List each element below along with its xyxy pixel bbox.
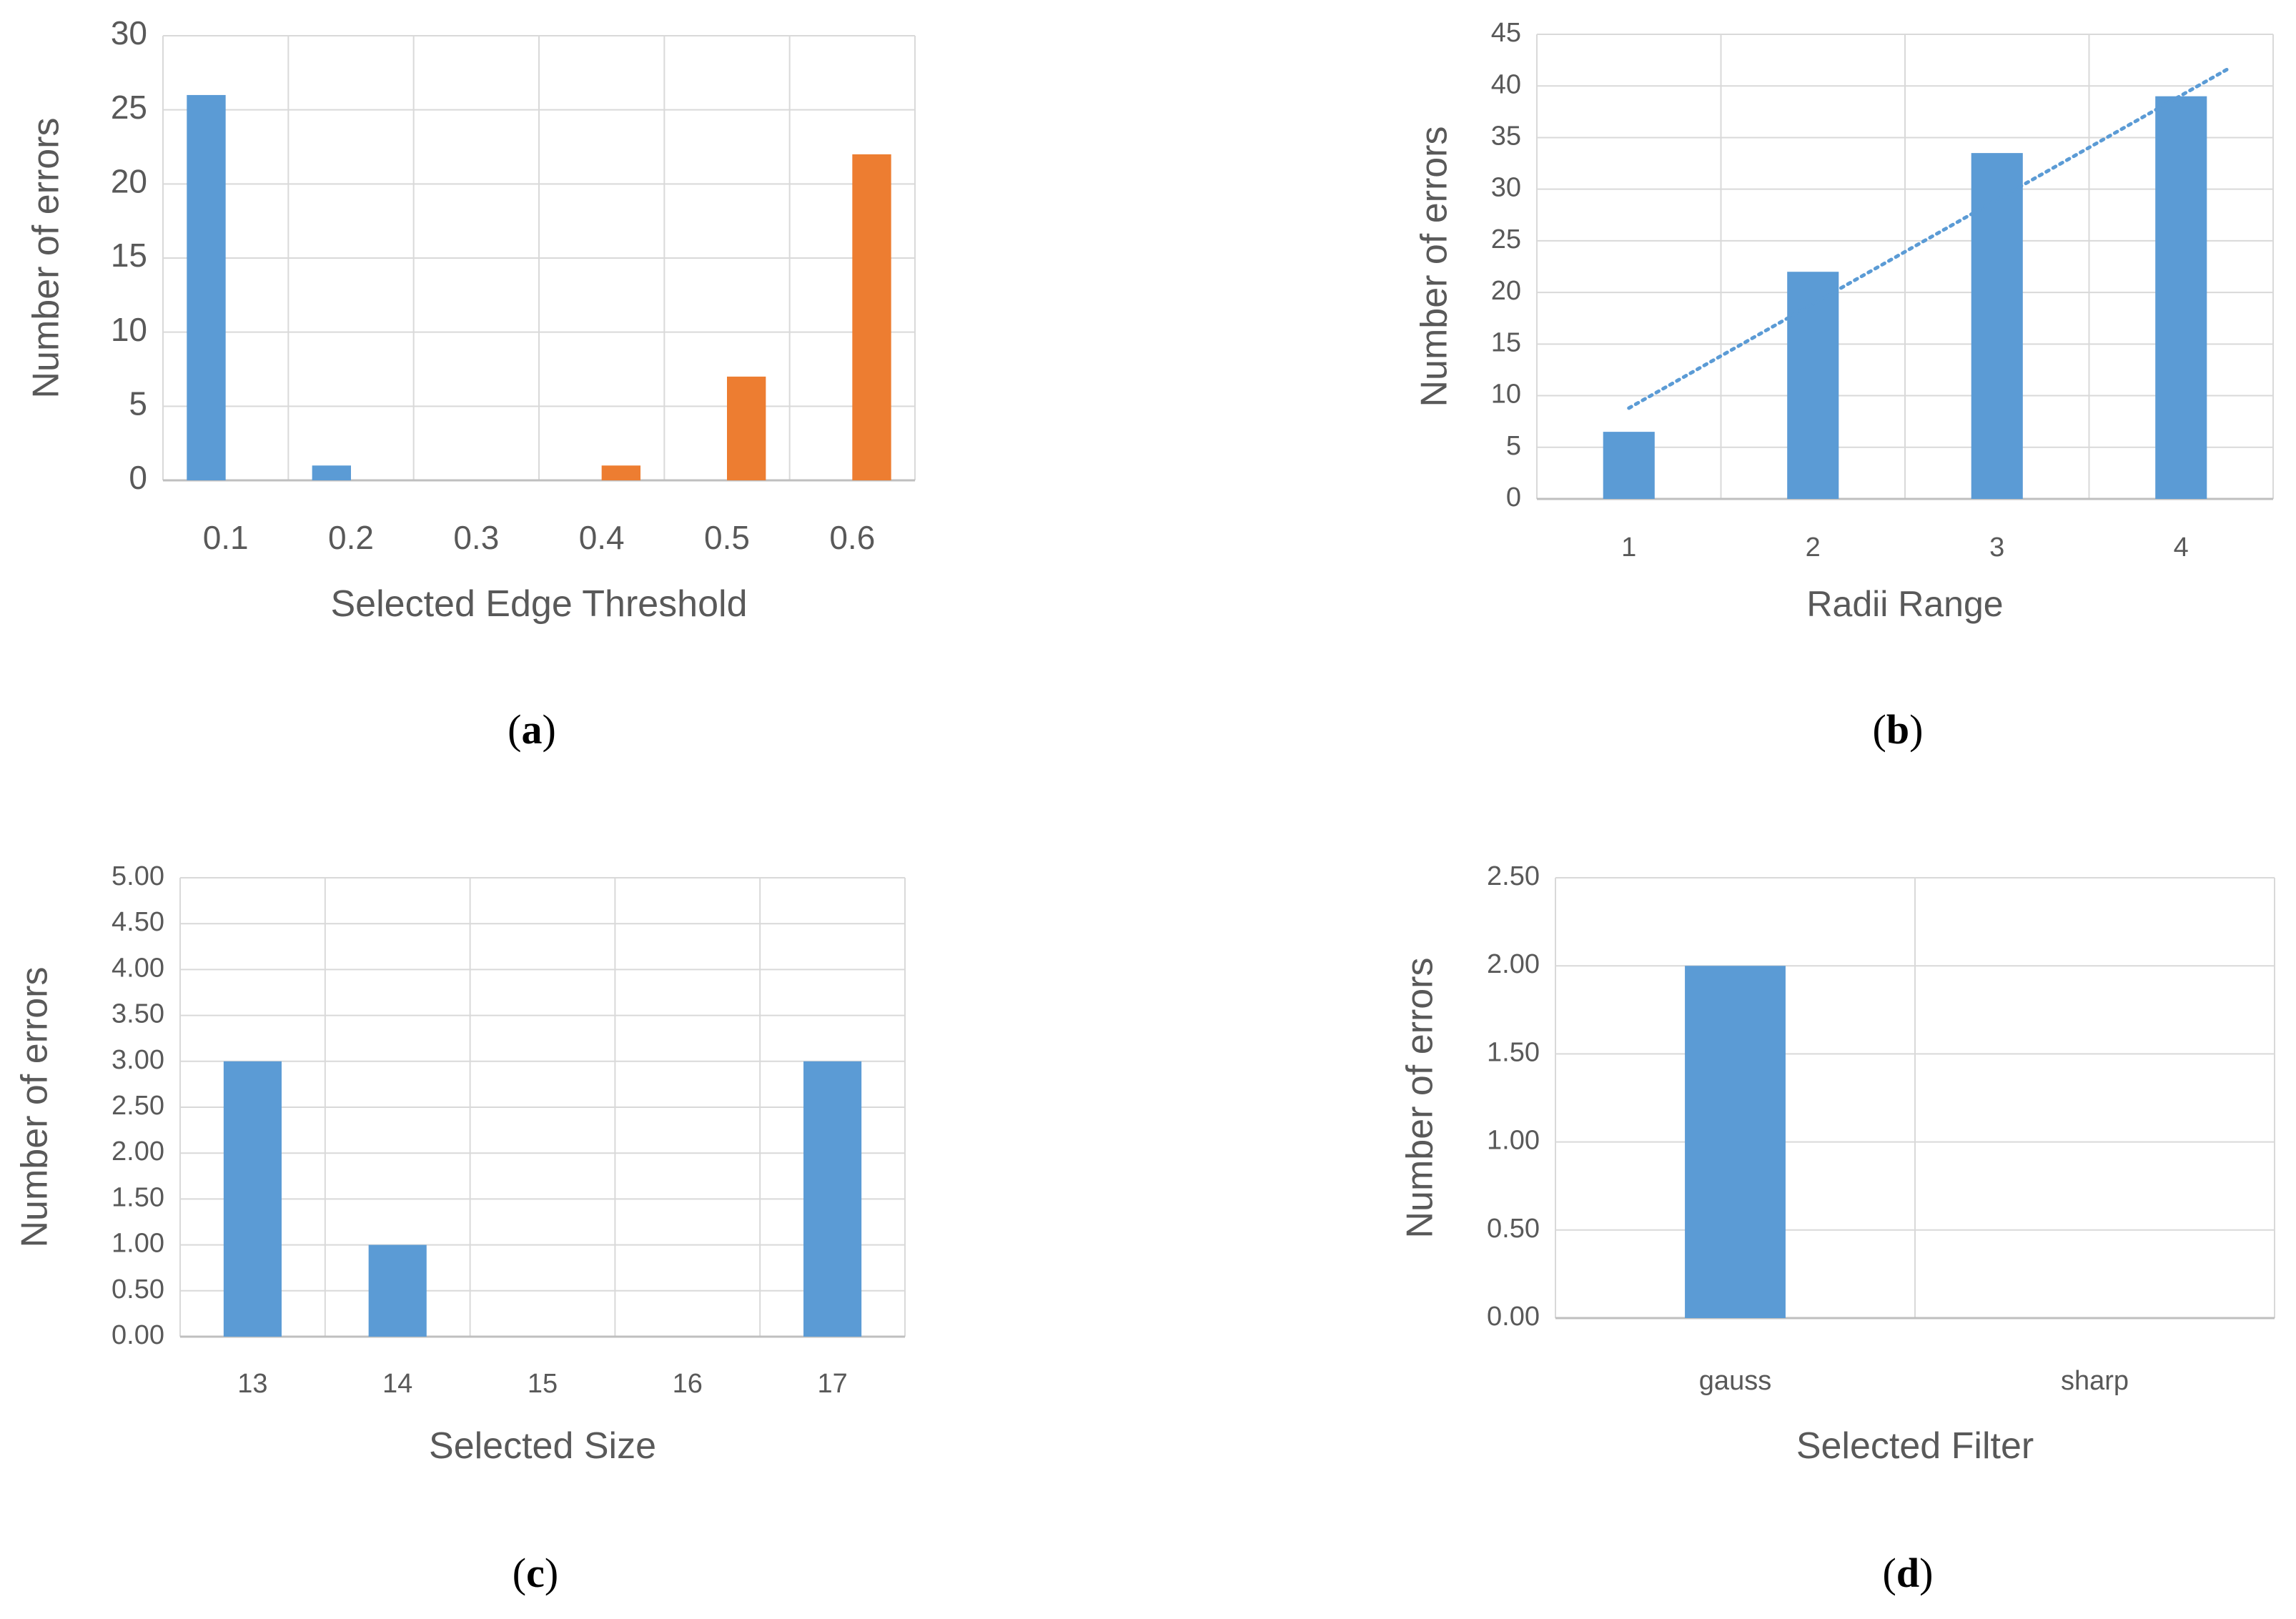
x-tick-label: 13 xyxy=(237,1369,267,1399)
panel-label: (b) xyxy=(1873,706,1924,753)
x-tick-label: 0.4 xyxy=(579,519,625,556)
y-tick-label: 0.50 xyxy=(112,1274,164,1304)
bar-0.5 xyxy=(727,376,766,480)
y-tick-label: 20 xyxy=(111,162,147,199)
panel-label: (c) xyxy=(513,1550,558,1596)
bar-3 xyxy=(1971,153,2023,499)
y-tick-label: 10 xyxy=(111,311,147,348)
x-tick-label: 0.5 xyxy=(704,519,750,556)
y-tick-label: 15 xyxy=(1491,327,1521,357)
y-tick-label: 0.00 xyxy=(112,1320,164,1350)
bar-0.1 xyxy=(187,94,226,480)
bar-0.4 xyxy=(601,465,641,480)
x-tick-label: 0.2 xyxy=(328,519,374,556)
x-axis-title: Selected Filter xyxy=(1796,1425,2034,1467)
x-tick-label: 0.1 xyxy=(203,519,249,556)
chart-c: 0.00 0.50 1.00 1.50 2.00 2.50 3.00 3.50 4.00 4.50… xyxy=(14,861,906,1596)
y-axis-title: Number of errors xyxy=(1400,958,1441,1239)
bar-1 xyxy=(1603,432,1655,499)
chart-a: 0 5 10 15 20 25 30 0.1 0.2 0.3 0.4 0.5 0.6 Selected E… xyxy=(26,14,916,753)
bar-0.6 xyxy=(852,154,891,480)
x-tick-label: 3 xyxy=(1989,533,2004,563)
y-tick-label: 5 xyxy=(129,385,147,422)
y-tick-label: 3.00 xyxy=(112,1045,164,1075)
x-tick-label: 1 xyxy=(1621,533,1636,563)
x-tick-label: 15 xyxy=(528,1369,558,1399)
x-tick-label: 0.6 xyxy=(829,519,875,556)
y-tick-label: 20 xyxy=(1491,276,1521,306)
x-axis-title: Radii Range xyxy=(1806,584,2003,624)
y-tick-label: 1.00 xyxy=(112,1229,164,1259)
y-tick-label: 30 xyxy=(111,14,147,51)
y-tick-label: 2.00 xyxy=(1487,949,1540,979)
y-tick-label: 0.00 xyxy=(1487,1302,1540,1332)
x-tick-label: 2 xyxy=(1806,533,1821,563)
y-tick-label: 35 xyxy=(1491,121,1521,151)
y-tick-label: 4.00 xyxy=(112,953,164,983)
x-tick-label: 17 xyxy=(817,1369,847,1399)
y-axis-title: Number of errors xyxy=(26,118,67,399)
y-tick-label: 25 xyxy=(111,89,147,126)
y-tick-label: 0 xyxy=(129,459,147,496)
trendline xyxy=(1627,67,2230,410)
y-tick-label: 0.50 xyxy=(1487,1214,1540,1244)
bar-4 xyxy=(2155,96,2207,499)
y-tick-label: 0 xyxy=(1506,482,1521,513)
x-tick-label: gauss xyxy=(1699,1366,1771,1396)
y-axis-title: Number of errors xyxy=(1414,127,1455,407)
bar-0.2 xyxy=(312,465,351,480)
y-tick-label: 15 xyxy=(111,237,147,274)
y-tick-label: 5.00 xyxy=(112,861,164,891)
y-tick-label: 1.00 xyxy=(1487,1126,1540,1156)
y-tick-label: 3.50 xyxy=(112,999,164,1029)
bar-2 xyxy=(1787,272,1839,499)
y-tick-label: 2.50 xyxy=(1487,861,1540,891)
y-tick-label: 2.00 xyxy=(112,1137,164,1167)
bar-14 xyxy=(368,1244,427,1337)
x-tick-label: 4 xyxy=(2174,533,2189,563)
panel-label: (a) xyxy=(508,706,556,753)
y-tick-label: 2.50 xyxy=(112,1091,164,1121)
x-tick-label: 14 xyxy=(382,1369,412,1399)
bar-17 xyxy=(803,1061,862,1337)
bar-gauss xyxy=(1685,966,1786,1318)
y-tick-label: 25 xyxy=(1491,224,1521,254)
y-tick-label: 30 xyxy=(1491,173,1521,203)
y-tick-label: 45 xyxy=(1491,18,1521,48)
y-tick-label: 5 xyxy=(1506,431,1521,461)
x-tick-label: 0.3 xyxy=(453,519,499,556)
y-axis-title: Number of errors xyxy=(14,967,56,1248)
x-axis-title: Selected Edge Threshold xyxy=(331,583,748,625)
chart-b: 0 5 10 15 20 25 30 35 40 45 1 2 3 4 Radii Range Number … xyxy=(1414,18,2274,753)
panel-label: (d) xyxy=(1883,1550,1934,1596)
x-axis-title: Selected Size xyxy=(429,1425,656,1467)
chart-d: 0.00 0.50 1.00 1.50 2.00 2.50 gauss sharp Select… xyxy=(1400,861,2275,1596)
y-tick-label: 1.50 xyxy=(1487,1037,1540,1067)
x-tick-label: sharp xyxy=(2061,1366,2129,1396)
y-tick-label: 10 xyxy=(1491,380,1521,410)
x-tick-label: 16 xyxy=(673,1369,703,1399)
y-tick-label: 4.50 xyxy=(112,907,164,937)
y-tick-label: 1.50 xyxy=(112,1182,164,1212)
y-tick-label: 40 xyxy=(1491,69,1521,99)
bar-13 xyxy=(223,1061,282,1337)
